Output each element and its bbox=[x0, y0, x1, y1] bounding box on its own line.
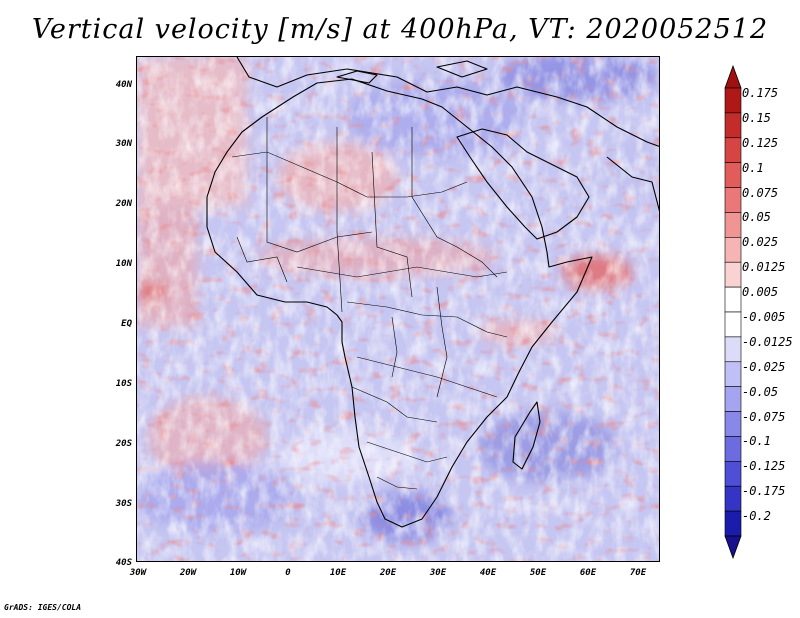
map-title: Vertical velocity [m/s] at 400hPa, VT: 2… bbox=[31, 14, 769, 45]
colorbar-label: 0.175 bbox=[742, 86, 779, 100]
lat-tick-eq: EQ bbox=[121, 319, 132, 329]
colorbar-label: 0.05 bbox=[742, 210, 771, 225]
colorbar-label: 0.1 bbox=[742, 160, 764, 175]
colorbar-label: -0.025 bbox=[742, 359, 786, 374]
colorbar-swatch bbox=[724, 212, 742, 238]
colorbar-bottom-arrow bbox=[724, 535, 742, 560]
lon-tick-30w: 30W bbox=[129, 568, 147, 578]
lat-tick-10n: 10N bbox=[115, 259, 132, 269]
colorbar-swatch bbox=[724, 361, 742, 387]
lat-tick-30s: 30S bbox=[115, 499, 132, 509]
colorbar-swatch bbox=[724, 162, 742, 188]
colorbar-swatch bbox=[724, 261, 742, 288]
lat-tick-40n: 40N bbox=[115, 80, 132, 90]
lat-tick-10s: 10S bbox=[115, 379, 132, 389]
colorbar-label: -0.005 bbox=[742, 310, 786, 324]
map-plot-area bbox=[136, 56, 660, 562]
colorbar-label: 0.025 bbox=[742, 235, 779, 250]
lon-tick-20e: 20E bbox=[379, 568, 397, 578]
colorbar-label: 0.15 bbox=[742, 110, 771, 125]
colorbar-swatch bbox=[724, 485, 742, 512]
colorbar-swatch bbox=[724, 336, 742, 363]
colorbar-swatch bbox=[724, 187, 742, 213]
colorbar-top-arrow bbox=[724, 64, 742, 89]
colorbar-swatch bbox=[724, 137, 742, 163]
colorbar-swatch bbox=[724, 510, 742, 537]
colorbar-swatch bbox=[724, 112, 742, 139]
colorbar-label: -0.125 bbox=[742, 459, 786, 474]
colorbar-label: -0.05 bbox=[742, 384, 779, 399]
lon-tick-50e: 50E bbox=[529, 568, 547, 578]
lon-tick-10e: 10E bbox=[329, 568, 347, 578]
vertical-velocity-map bbox=[137, 57, 659, 561]
colorbar bbox=[724, 64, 742, 560]
country-borders bbox=[231, 117, 508, 490]
colorbar-swatch bbox=[724, 286, 742, 313]
streak-texture bbox=[137, 57, 659, 561]
lat-tick-20n: 20N bbox=[115, 199, 132, 209]
lon-tick-40e: 40E bbox=[479, 568, 497, 578]
colorbar-label: 0.005 bbox=[742, 285, 779, 300]
colorbar-swatch bbox=[724, 386, 742, 412]
lon-tick-30e: 30E bbox=[429, 568, 447, 578]
footer-credit: GrADS: IGES/COLA bbox=[4, 603, 82, 612]
colorbar-label: -0.075 bbox=[742, 409, 786, 424]
colorbar-label: -0.0125 bbox=[742, 334, 793, 349]
colorbar-label: -0.175 bbox=[742, 484, 786, 499]
colorbar-swatch bbox=[724, 461, 742, 487]
lon-tick-20w: 20W bbox=[179, 568, 197, 578]
lat-tick-40s: 40S bbox=[115, 558, 132, 568]
lat-tick-30n: 30N bbox=[115, 139, 132, 149]
lon-tick-0: 0 bbox=[285, 568, 291, 578]
colorbar-swatch bbox=[724, 411, 742, 437]
colorbar-swatch bbox=[724, 436, 742, 462]
colorbar-swatch bbox=[724, 87, 742, 114]
lon-tick-70e: 70E bbox=[629, 568, 647, 578]
lat-tick-20s: 20S bbox=[115, 439, 132, 449]
lon-tick-60e: 60E bbox=[579, 568, 597, 578]
colorbar-swatch bbox=[724, 311, 742, 338]
colorbar-label: 0.0125 bbox=[742, 260, 786, 275]
colorbar-label: 0.075 bbox=[742, 185, 779, 200]
colorbar-label: 0.125 bbox=[742, 135, 779, 150]
colorbar-label: -0.2 bbox=[742, 509, 771, 524]
lon-tick-10w: 10W bbox=[229, 568, 247, 578]
colorbar-label: -0.1 bbox=[742, 434, 771, 449]
coastlines bbox=[206, 57, 659, 528]
colorbar-swatch bbox=[724, 237, 742, 263]
